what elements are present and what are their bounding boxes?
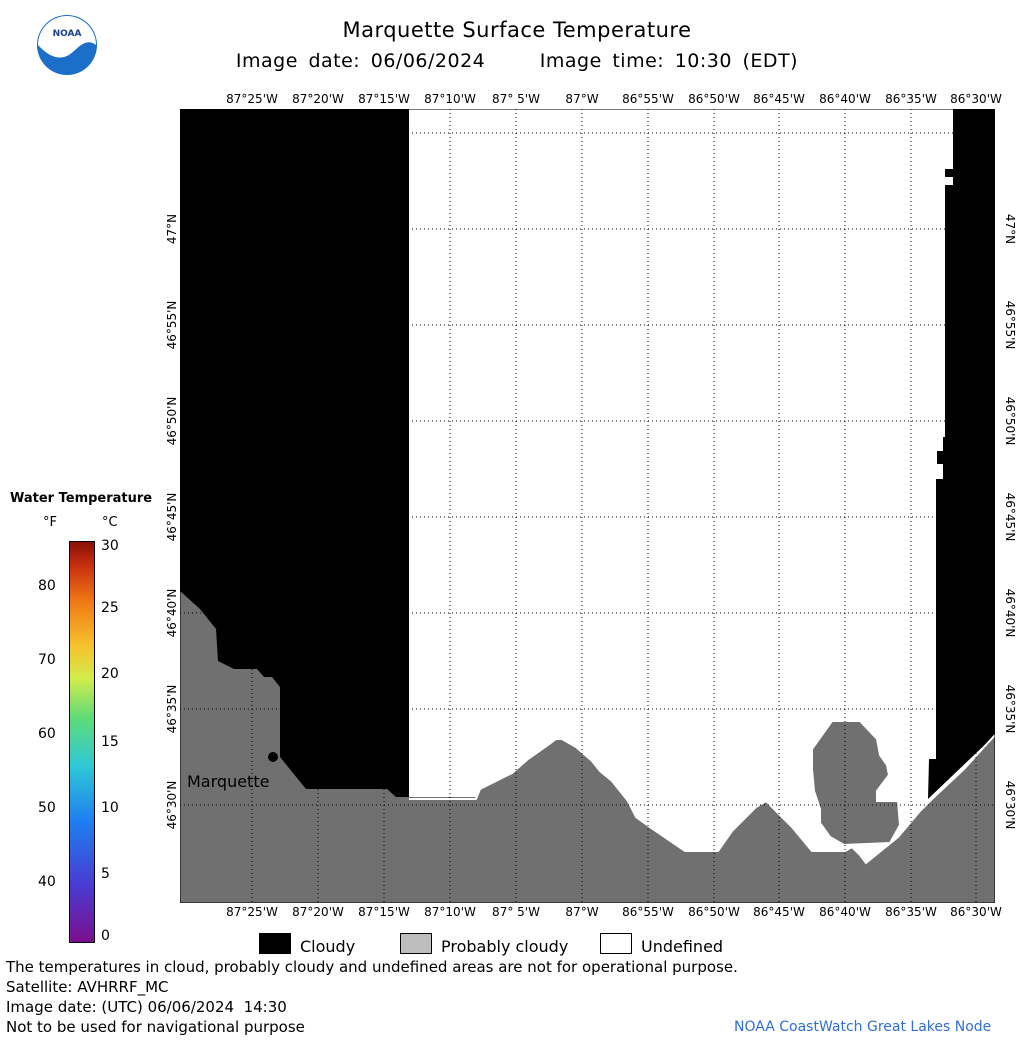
scale-c-tick: 30 — [101, 538, 119, 554]
map-panel — [179, 108, 996, 904]
page-title: Marquette Surface Temperature — [342, 18, 692, 42]
lon-label-bottom: 87°10'W — [424, 905, 476, 919]
scale-c-tick: 25 — [101, 600, 119, 616]
lat-label-left: 46°40'N — [165, 588, 179, 638]
graticule — [180, 109, 995, 903]
coastline-outline — [409, 734, 996, 865]
lon-label-top: 86°35'W — [885, 92, 937, 106]
lat-label-left: 46°50'N — [165, 396, 179, 446]
lon-label-bottom: 87°25'W — [226, 905, 278, 919]
city-label: Marquette — [187, 772, 270, 791]
legend-label-probably-cloudy: Probably cloudy — [441, 937, 569, 956]
lat-label-right: 47°N — [1003, 213, 1017, 245]
scale-f-tick: 70 — [38, 652, 56, 668]
scale-c-tick: 15 — [101, 734, 119, 750]
scale-unit-f: °F — [43, 515, 57, 530]
lon-label-bottom: 86°50'W — [688, 905, 740, 919]
lon-label-bottom: 86°45'W — [753, 905, 805, 919]
lon-label-top: 87°W — [565, 92, 599, 106]
lat-label-right: 46°40'N — [1003, 588, 1017, 638]
marquette-marker — [268, 752, 278, 762]
map-svg — [179, 108, 996, 904]
scale-title: Water Temperature — [10, 491, 153, 506]
lon-label-bottom: 87°15'W — [358, 905, 410, 919]
lon-label-bottom: 87°W — [565, 905, 599, 919]
scale-c-tick: 20 — [101, 666, 119, 682]
legend-label-undefined: Undefined — [641, 937, 724, 956]
lon-label-bottom: 86°55'W — [622, 905, 674, 919]
footer-utc-date: Image date: (UTC) 06/06/2024 14:30 — [6, 998, 287, 1016]
lat-label-right: 46°50'N — [1003, 396, 1017, 446]
lon-label-top: 87°15'W — [358, 92, 410, 106]
scale-unit-c: °C — [102, 515, 118, 530]
lon-label-bottom: 86°30'W — [950, 905, 1002, 919]
legend-swatch-undefined — [600, 933, 632, 954]
lat-label-left: 46°55'N — [165, 300, 179, 350]
footer-nav-warning: Not to be used for navigational purpose — [6, 1018, 305, 1036]
footer-note: The temperatures in cloud, probably clou… — [6, 958, 738, 976]
lon-label-top: 87°25'W — [226, 92, 278, 106]
cloud-area-east — [928, 109, 995, 799]
lon-label-top: 87°10'W — [424, 92, 476, 106]
lon-label-bottom: 87°20'W — [292, 905, 344, 919]
legend-label-cloudy: Cloudy — [300, 937, 356, 956]
lon-label-top: 86°40'W — [819, 92, 871, 106]
scale-c-tick: 10 — [101, 800, 119, 816]
scale-f-tick: 40 — [38, 874, 56, 890]
lon-label-top: 86°55'W — [622, 92, 674, 106]
noaa-logo: NOAA — [36, 14, 98, 76]
lon-label-top: 87° 5'W — [492, 92, 540, 106]
image-date: Image date: 06/06/2024 — [235, 50, 486, 72]
footer-satellite: Satellite: AVHRRF_MC — [6, 978, 169, 996]
scale-c-tick: 0 — [101, 928, 110, 944]
lon-label-top: 86°45'W — [753, 92, 805, 106]
scale-c-tick: 5 — [101, 866, 110, 882]
legend-swatch-cloudy — [259, 933, 291, 954]
lat-label-right: 46°45'N — [1003, 492, 1017, 542]
lat-label-left: 46°45'N — [165, 492, 179, 542]
legend-swatch-probably-cloudy — [400, 933, 432, 954]
logo-text: NOAA — [53, 29, 82, 39]
lon-label-top: 86°50'W — [688, 92, 740, 106]
scale-f-tick: 60 — [38, 726, 56, 742]
image-datetime: Image date: 06/06/2024 Image time: 10:30… — [0, 50, 1034, 72]
scale-f-tick: 50 — [38, 800, 56, 816]
lat-label-left: 46°30'N — [165, 780, 179, 830]
lat-label-left: 47°N — [165, 213, 179, 245]
probably-cloudy-patch — [811, 720, 902, 847]
temperature-colorbar — [69, 541, 95, 943]
lon-label-top: 87°20'W — [292, 92, 344, 106]
footer-credit: NOAA CoastWatch Great Lakes Node — [734, 1019, 992, 1035]
lat-label-right: 46°30'N — [1003, 780, 1017, 830]
lat-label-right: 46°55'N — [1003, 300, 1017, 350]
lat-label-right: 46°35'N — [1003, 684, 1017, 734]
lon-label-bottom: 86°35'W — [885, 905, 937, 919]
lon-label-bottom: 86°40'W — [819, 905, 871, 919]
lon-label-top: 86°30'W — [950, 92, 1002, 106]
image-time: Image time: 10:30 (EDT) — [539, 50, 799, 72]
lon-label-bottom: 87° 5'W — [492, 905, 540, 919]
scale-f-tick: 80 — [38, 578, 56, 594]
lat-label-left: 46°35'N — [165, 684, 179, 734]
